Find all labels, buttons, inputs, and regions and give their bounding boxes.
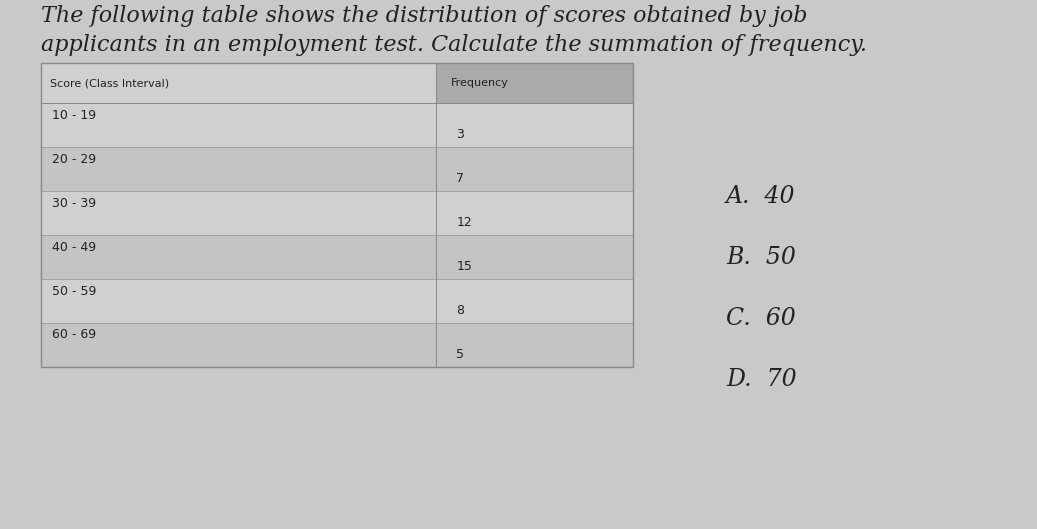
- Bar: [436, 191, 633, 235]
- Bar: [436, 323, 633, 367]
- Text: 60 - 69: 60 - 69: [52, 329, 96, 342]
- Bar: [436, 147, 633, 191]
- Bar: [41, 279, 436, 323]
- Text: Score (Class Interval): Score (Class Interval): [50, 78, 169, 88]
- Text: 40 - 49: 40 - 49: [52, 241, 96, 254]
- Bar: [436, 63, 633, 103]
- Text: 30 - 39: 30 - 39: [52, 197, 96, 210]
- Bar: [436, 235, 633, 279]
- Bar: [41, 235, 436, 279]
- Text: 20 - 29: 20 - 29: [52, 153, 96, 166]
- Text: 7: 7: [456, 172, 465, 185]
- Bar: [436, 279, 633, 323]
- Bar: [41, 323, 436, 367]
- Text: 12: 12: [456, 216, 472, 229]
- Text: A.  40: A. 40: [726, 185, 795, 208]
- Text: 15: 15: [456, 260, 472, 273]
- Text: 3: 3: [456, 128, 465, 141]
- Bar: [41, 147, 436, 191]
- Bar: [41, 191, 436, 235]
- Text: 50 - 59: 50 - 59: [52, 285, 96, 298]
- Text: 10 - 19: 10 - 19: [52, 109, 96, 122]
- Bar: [41, 63, 436, 103]
- Text: Frequency: Frequency: [451, 78, 509, 88]
- Text: C.  60: C. 60: [726, 307, 795, 330]
- Text: D.  70: D. 70: [726, 368, 796, 390]
- Bar: [41, 103, 436, 147]
- Bar: [436, 103, 633, 147]
- Text: B.  50: B. 50: [726, 246, 795, 269]
- Text: 8: 8: [456, 304, 465, 317]
- Text: The following table shows the distribution of scores obtained by job
applicants : The following table shows the distributi…: [41, 5, 868, 56]
- Text: 5: 5: [456, 348, 465, 361]
